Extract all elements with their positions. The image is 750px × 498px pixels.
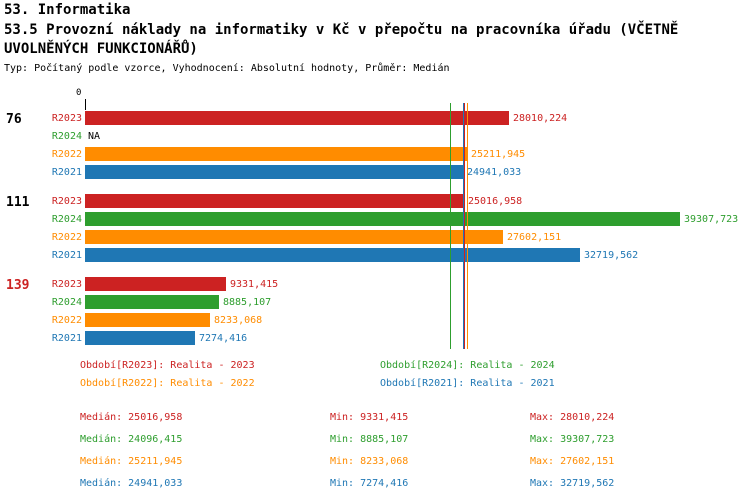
bar-series-label-76-R2023: R2023 [51, 113, 82, 124]
chart-title: 53. Informatika [4, 2, 131, 18]
stat-max-r2022: Max: 27602,151 [530, 456, 615, 467]
stat-median-r2023: Medián: 25016,958 [80, 412, 183, 423]
legend-item-r2022: Období[R2022]: Realita - 2022 [80, 378, 255, 389]
legend-item-r2021: Období[R2021]: Realita - 2021 [380, 378, 555, 389]
bar-139-R2021 [85, 331, 195, 345]
median-line-R2024 [450, 103, 451, 349]
median-line-R2023 [464, 103, 465, 349]
bar-series-label-111-R2021: R2021 [51, 250, 82, 261]
stat-median-r2022: Medián: 25211,945 [80, 456, 183, 467]
bar-139-R2024 [85, 295, 219, 309]
value-label-76-R2021: 24941,033 [467, 167, 522, 178]
x-axis-zero-label: 0 [76, 88, 82, 98]
bar-series-label-111-R2022: R2022 [51, 232, 82, 243]
value-label-111-R2024: 39307,723 [684, 214, 739, 225]
value-label-139-R2024: 8885,107 [223, 297, 272, 308]
stat-min-r2021: Min: 7274,416 [330, 478, 409, 489]
value-label-111-R2021: 32719,562 [584, 250, 639, 261]
group-label-111: 111 [6, 195, 30, 210]
bar-76-R2021 [85, 165, 463, 179]
stat-min-r2022: Min: 8233,068 [330, 456, 409, 467]
bar-series-label-111-R2024: R2024 [51, 214, 82, 225]
bar-series-label-139-R2022: R2022 [51, 315, 82, 326]
bar-111-R2022 [85, 230, 503, 244]
bar-series-label-76-R2022: R2022 [51, 149, 82, 160]
bar-series-label-111-R2023: R2023 [51, 196, 82, 207]
median-line-R2022 [467, 103, 468, 349]
x-axis-tick [85, 99, 86, 110]
bar-series-label-139-R2024: R2024 [51, 297, 82, 308]
value-label-76-R2023: 28010,224 [513, 113, 568, 124]
value-label-139-R2023: 9331,415 [230, 279, 279, 290]
bar-series-label-76-R2021: R2021 [51, 167, 82, 178]
bar-series-label-139-R2021: R2021 [51, 333, 82, 344]
value-label-76-R2022: 25211,945 [471, 149, 526, 160]
value-label-111-R2022: 27602,151 [507, 232, 562, 243]
bar-series-label-139-R2023: R2023 [51, 279, 82, 290]
bar-111-R2023 [85, 194, 464, 208]
bar-139-R2023 [85, 277, 226, 291]
chart-meta-line: Typ: Počítaný podle vzorce, Vyhodnocení:… [4, 63, 450, 74]
bar-76-R2023 [85, 111, 509, 125]
stat-max-r2023: Max: 28010,224 [530, 412, 615, 423]
value-label-111-R2023: 25016,958 [468, 196, 523, 207]
bar-139-R2022 [85, 313, 210, 327]
bar-series-label-76-R2024: R2024 [51, 131, 82, 142]
stat-max-r2024: Max: 39307,723 [530, 434, 615, 445]
stat-max-r2021: Max: 32719,562 [530, 478, 615, 489]
chart-subtitle: 53.5 Provozní náklady na informatiky v K… [4, 22, 679, 57]
legend-item-r2023: Období[R2023]: Realita - 2023 [80, 360, 255, 371]
median-line-R2021 [463, 103, 464, 349]
group-label-76: 76 [6, 112, 22, 127]
stat-min-r2023: Min: 9331,415 [330, 412, 409, 423]
bar-111-R2021 [85, 248, 580, 262]
value-label-139-R2021: 7274,416 [199, 333, 248, 344]
stat-min-r2024: Min: 8885,107 [330, 434, 409, 445]
bar-111-R2024 [85, 212, 680, 226]
stat-median-r2024: Medián: 24096,415 [80, 434, 183, 445]
value-label-76-R2024: NA [88, 131, 101, 142]
value-label-139-R2022: 8233,068 [214, 315, 263, 326]
legend-item-r2024: Období[R2024]: Realita - 2024 [380, 360, 555, 371]
bar-76-R2022 [85, 147, 467, 161]
group-label-139: 139 [6, 278, 30, 293]
stat-median-r2021: Medián: 24941,033 [80, 478, 183, 489]
